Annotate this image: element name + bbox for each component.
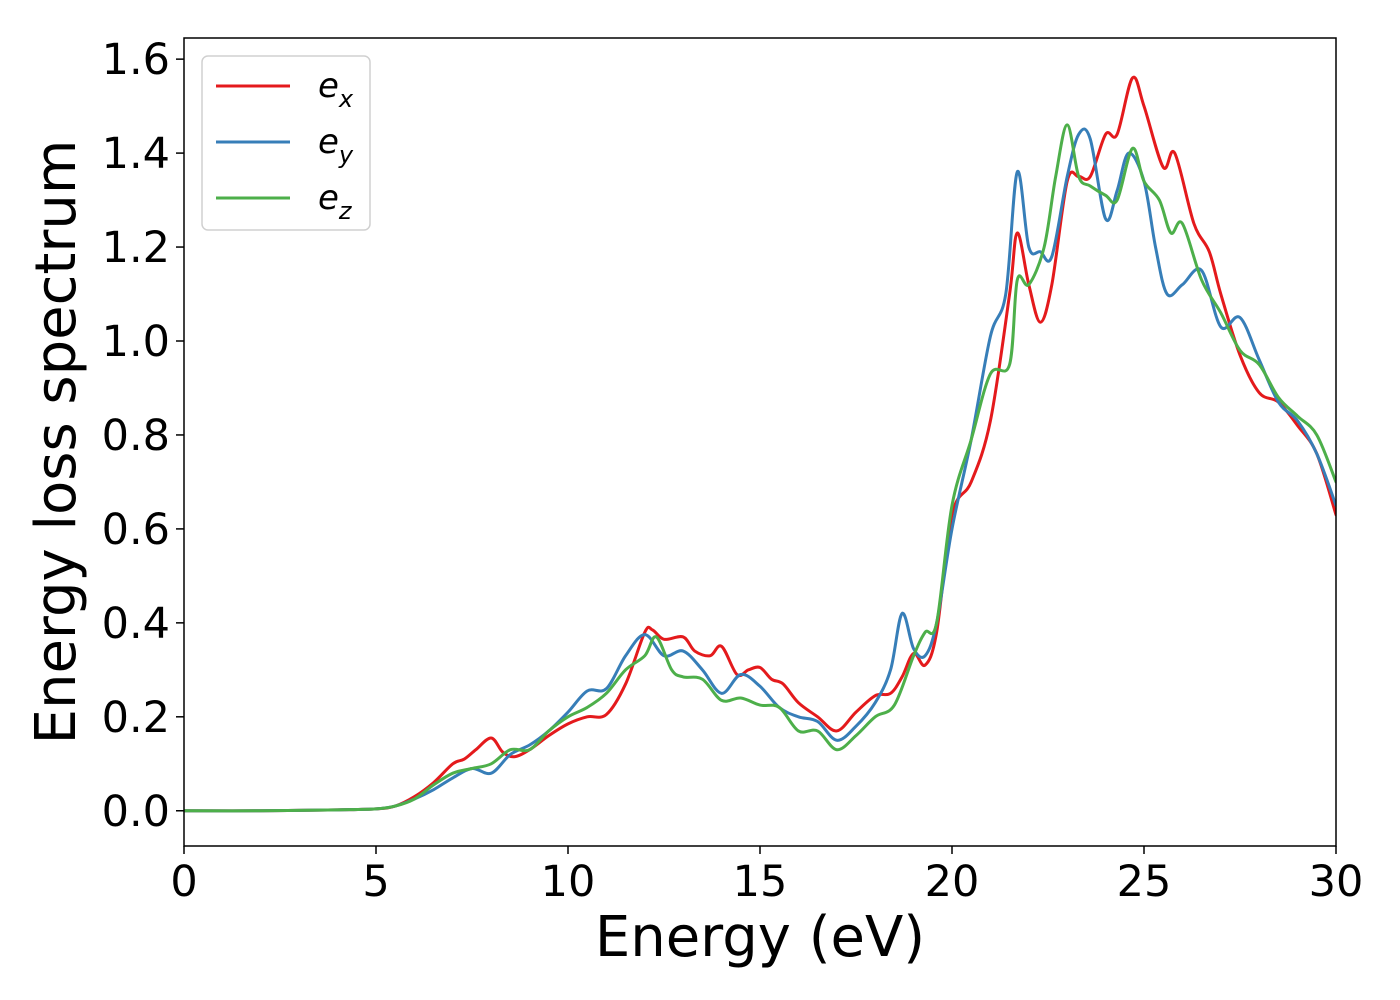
series-line-ey: [184, 127, 1336, 813]
legend-label-ey: ey: [318, 122, 354, 169]
y-axis-title: Energy loss spectrum: [24, 140, 89, 745]
x-tick-label: 0: [170, 857, 197, 907]
legend-label-subscript: x: [338, 85, 354, 113]
x-tick-label: 30: [1309, 857, 1364, 907]
legend-label-ez: ez: [318, 178, 353, 225]
series-line-ex: [184, 75, 1336, 813]
legend-label-base: e: [318, 178, 339, 218]
y-tick-label: 0.8: [102, 411, 170, 461]
legend-label-subscript: y: [338, 141, 354, 169]
x-tick-label: 25: [1117, 857, 1172, 907]
x-tick-label: 20: [925, 857, 980, 907]
y-tick-label: 1.4: [102, 129, 170, 179]
legend-label-subscript: z: [338, 197, 353, 225]
series-layer: [184, 75, 1336, 813]
y-tick-label: 0.0: [102, 787, 170, 837]
x-tick-label: 15: [733, 857, 788, 907]
y-tick-label: 0.2: [102, 693, 170, 743]
x-axis-title: Energy (eV): [595, 905, 925, 970]
legend-label-base: e: [318, 66, 339, 106]
y-tick-label: 1.6: [102, 35, 170, 85]
legend-label-base: e: [318, 122, 339, 162]
y-axis: 0.0 0.2 0.4 0.6 0.8 1.0 1.2 1.4 1.6: [102, 35, 184, 837]
legend-label-ex: ex: [318, 66, 354, 113]
y-tick-label: 0.4: [102, 599, 170, 649]
y-tick-label: 1.0: [102, 317, 170, 367]
y-tick-label: 1.2: [102, 223, 170, 273]
x-tick-label: 10: [541, 857, 596, 907]
x-axis: 0 5 10 15 20 25 30: [170, 846, 1363, 907]
y-tick-label: 0.6: [102, 505, 170, 555]
series-line-ez: [184, 123, 1336, 813]
x-tick-label: 5: [362, 857, 389, 907]
